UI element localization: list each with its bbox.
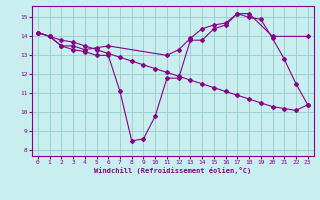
X-axis label: Windchill (Refroidissement éolien,°C): Windchill (Refroidissement éolien,°C) [94,167,252,174]
